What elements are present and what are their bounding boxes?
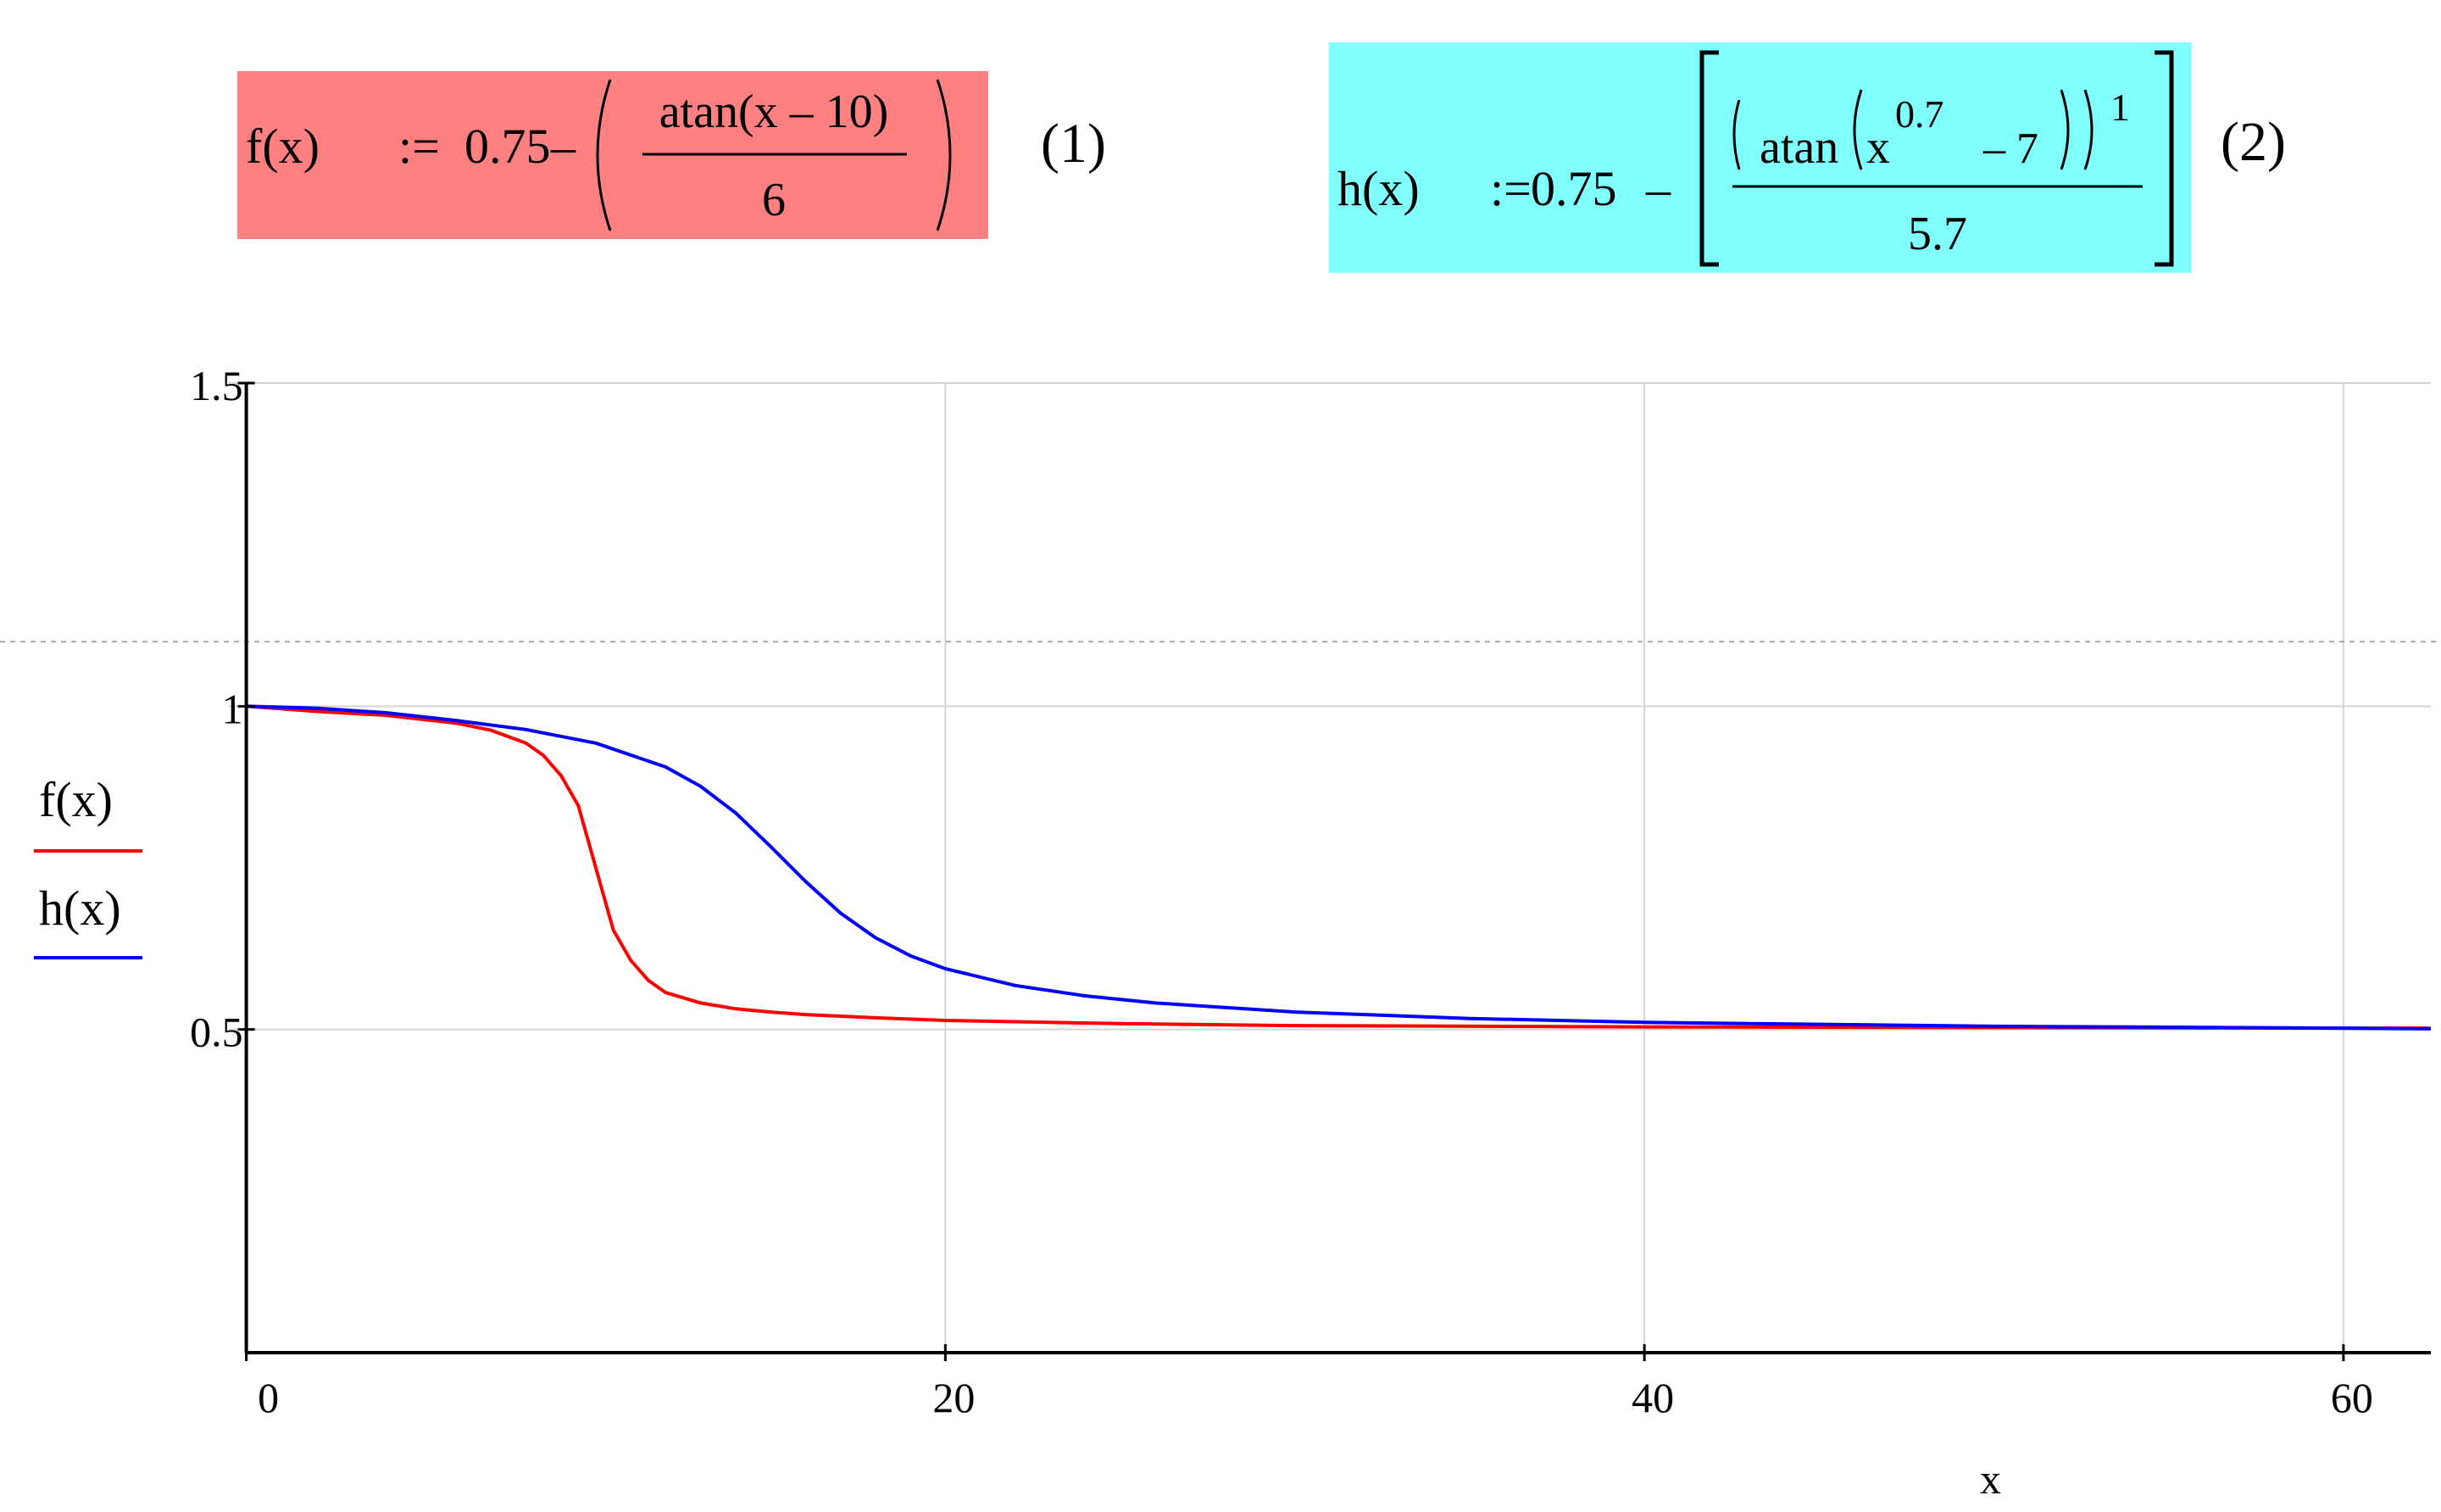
x-tick-label: 40 xyxy=(1632,1374,1674,1421)
equation-number-1: (1) xyxy=(1041,113,1106,175)
grid xyxy=(229,382,2431,1353)
right-paren-icon xyxy=(936,79,952,231)
x-tick-label: 60 xyxy=(2331,1374,2373,1421)
y-tick-label: 1 xyxy=(222,685,243,732)
legend-h-line xyxy=(34,956,142,959)
inner-left-paren-icon xyxy=(1853,89,1863,170)
x-tick-label: 0 xyxy=(258,1374,279,1421)
equation-h-background xyxy=(1329,42,2192,273)
legend-f-line xyxy=(34,849,142,853)
equation-h-minus7: – 7 xyxy=(1982,125,2038,173)
equation-h-outer-exponent: 1 xyxy=(2110,86,2130,129)
equation-h-denominator: 5.7 xyxy=(1908,208,1967,260)
line-chart: 0 20 40 60 0.5 1 1.5 xyxy=(0,362,2441,1421)
right-bracket-icon xyxy=(2155,50,2174,267)
equation-h: h(x) := 0.75 – atan x 0.7 – 7 1 5.7 xyxy=(1329,42,2192,273)
y-tick-label: 0.5 xyxy=(190,1009,243,1056)
equation-number-2: (2) xyxy=(2221,111,2286,173)
equation-h-minus: – xyxy=(1645,161,1671,216)
series-group xyxy=(246,704,2432,1031)
y-tick-label: 1.5 xyxy=(190,362,243,409)
legend-h-label: h(x) xyxy=(39,881,121,936)
series-line-h(x) xyxy=(246,704,2432,1031)
equation-f-svg: f(x) := 0.75 – atan(x – 10) 6 xyxy=(237,71,988,239)
equation-h-constant: 0.75 xyxy=(1531,161,1617,216)
equation-f-denominator: 6 xyxy=(762,174,786,226)
equation-f-numerator: atan(x – 10) xyxy=(659,86,889,138)
x-axis-label: x xyxy=(1980,1455,2001,1503)
axes xyxy=(237,381,2431,1361)
tick-labels: 0 20 40 60 0.5 1 1.5 xyxy=(190,362,2373,1421)
equation-f-constant: 0.75 xyxy=(464,119,551,174)
outer-left-paren-icon xyxy=(1732,99,1741,170)
equation-f-lhs: f(x) xyxy=(246,119,320,174)
outer-right-paren-icon xyxy=(2083,89,2093,170)
left-paren-icon xyxy=(596,79,612,231)
inner-right-paren-icon xyxy=(2060,89,2070,170)
equation-h-assign: := xyxy=(1490,161,1532,216)
x-tick-label: 20 xyxy=(932,1374,975,1421)
equation-h-power: 0.7 xyxy=(1895,92,1944,136)
series-line-f(x) xyxy=(246,704,2431,1031)
left-bracket-icon xyxy=(1699,50,1719,267)
equation-h-base: x xyxy=(1866,121,1890,174)
equation-h-svg: h(x) := 0.75 – atan x 0.7 – 7 1 5.7 xyxy=(1329,42,2192,273)
equation-f-assign: := xyxy=(398,119,440,174)
equation-h-lhs: h(x) xyxy=(1337,161,1420,216)
equation-h-atan: atan xyxy=(1760,121,1838,174)
equation-f-minus: – xyxy=(550,119,576,174)
equation-f: f(x) := 0.75 – atan(x – 10) 6 xyxy=(237,71,988,239)
legend-f-label: f(x) xyxy=(39,772,113,827)
